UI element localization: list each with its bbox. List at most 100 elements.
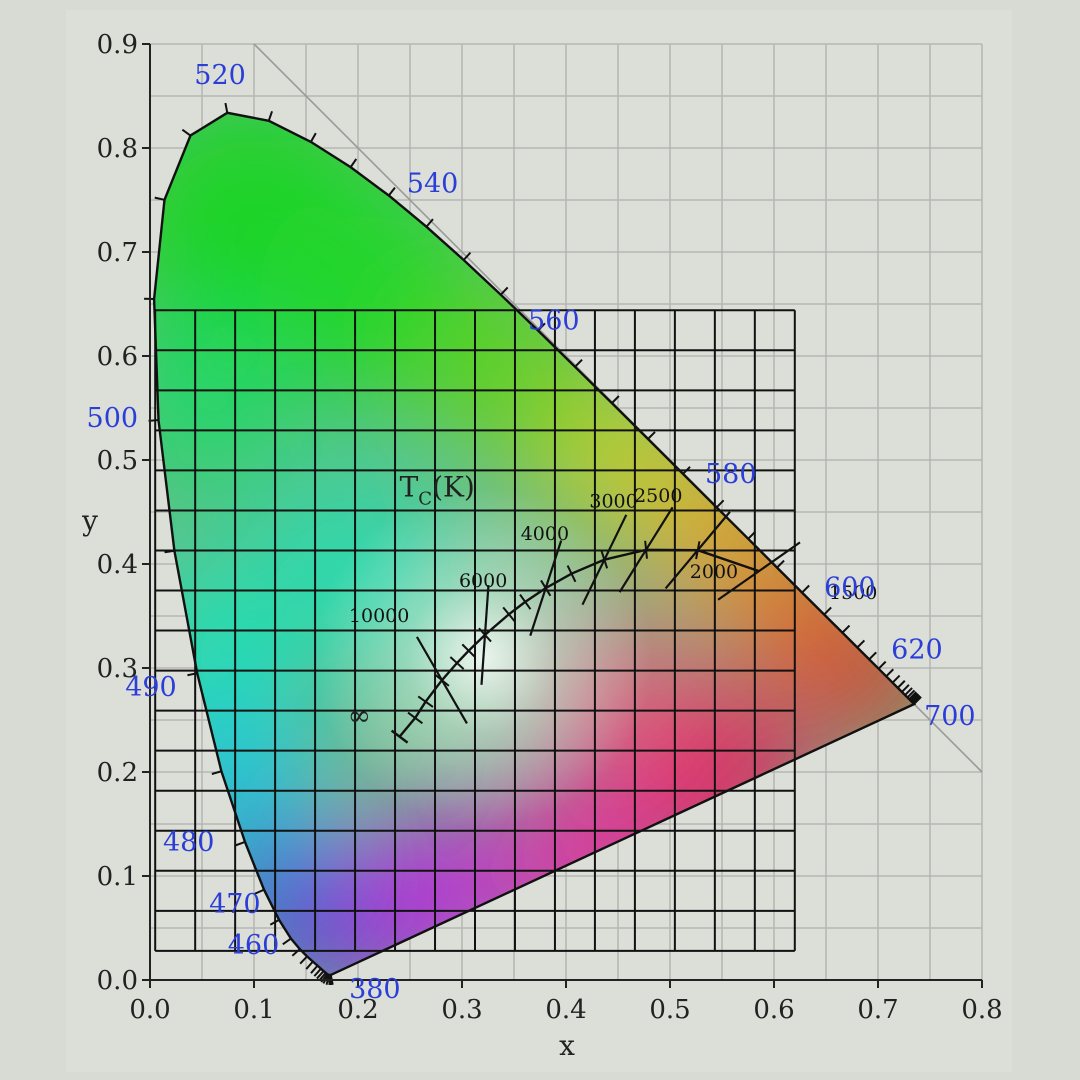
locus-tick	[316, 970, 325, 980]
isotherm-1500	[717, 541, 801, 601]
locus-tick	[574, 358, 583, 368]
locus-tick	[910, 693, 920, 702]
locus-tick	[647, 431, 656, 440]
x-tick-label: 0.2	[337, 995, 378, 1025]
locus-tick	[611, 395, 620, 404]
locus-tick	[823, 606, 832, 616]
y-axis-label: y	[81, 504, 98, 537]
planck-tick	[566, 565, 577, 583]
x-tick-label: 0.8	[961, 995, 1002, 1025]
locus-tick	[801, 584, 810, 594]
locus-tick	[856, 639, 866, 649]
locus-tick	[313, 967, 322, 977]
isotherm-label-10000: 10000	[349, 605, 409, 627]
fill-blob	[350, 816, 511, 976]
locus-tick	[747, 531, 756, 540]
planck-tick	[502, 606, 516, 622]
x-tick-label: 0.4	[545, 995, 586, 1025]
isotherm-2000	[664, 511, 731, 590]
labels: 380 460 470 480 490 500 520 540 560 580 600 620 700 T…	[87, 60, 976, 1005]
locus-tick	[537, 322, 546, 332]
locus-tick	[877, 660, 887, 670]
wavelength-label-520: 520	[194, 60, 246, 91]
wavelength-label-480: 480	[163, 827, 215, 858]
isotherm-label-4000: 4000	[521, 523, 569, 545]
locus-tick	[299, 955, 308, 965]
locus-tick	[901, 684, 910, 693]
locus-tick	[349, 158, 358, 168]
y-tick-label: 0.8	[97, 134, 138, 164]
y-tick-label: 0.1	[97, 862, 138, 892]
isotherm-4000	[529, 540, 563, 637]
tc-annotation: TC(K)	[400, 470, 475, 509]
locus-tick	[235, 841, 246, 847]
wavelength-label-500: 500	[87, 403, 139, 434]
wavelength-label-540: 540	[407, 169, 459, 200]
x-tick-label: 0.1	[233, 995, 274, 1025]
isotherm-label-2500: 2500	[634, 485, 682, 507]
x-tick-label: 0.5	[649, 995, 690, 1025]
planck-tick	[519, 593, 532, 610]
locus-tick	[164, 549, 175, 554]
locus-tick	[776, 559, 785, 569]
locus-tick	[904, 687, 913, 696]
isotherm-10000	[415, 636, 468, 725]
y-tick-label: 0.6	[97, 342, 138, 372]
locus-tick	[269, 919, 280, 926]
locus-tick	[885, 668, 894, 678]
x-tick-label: 0.7	[857, 995, 898, 1025]
wavelength-label-600: 600	[824, 573, 876, 604]
wavelength-ticks	[144, 102, 922, 986]
planck-tick	[461, 643, 476, 658]
wavelength-label-580: 580	[705, 459, 757, 490]
wavelength-label-490: 490	[125, 672, 177, 703]
y-tick-label: 0.7	[97, 238, 138, 268]
locus-tick	[500, 286, 509, 296]
isotherm-3000	[581, 514, 628, 606]
spectral-locus	[152, 111, 917, 977]
wavelength-label-700: 700	[924, 701, 976, 732]
locus-tick	[267, 110, 273, 122]
y-tick-label: 0.9	[97, 30, 138, 60]
locus-tick	[868, 651, 877, 661]
y-tick-label: 0.3	[97, 654, 138, 684]
locus-tick	[897, 680, 906, 689]
locus-tick	[387, 187, 396, 197]
isotherm-2500	[618, 506, 674, 593]
locus-tick	[841, 624, 851, 634]
infinity-annotation: ∞	[348, 699, 371, 732]
x-tick-label: 0.0	[129, 995, 170, 1025]
locus-tick	[715, 499, 725, 509]
planck-tick	[407, 711, 424, 725]
x-axis-label: x	[559, 1029, 575, 1062]
locus-tick	[908, 691, 917, 700]
wavelength-label-620: 620	[891, 634, 943, 665]
locus-tick	[305, 960, 314, 970]
locus-tick	[187, 672, 198, 677]
locus-tick	[911, 694, 920, 703]
x-tick-label: 0.3	[441, 995, 482, 1025]
locus-tick	[909, 692, 919, 702]
x-tick-label: 0.6	[753, 995, 794, 1025]
wavelength-label-560: 560	[528, 306, 580, 337]
locus-tick	[425, 218, 434, 228]
wavelength-label-380: 380	[349, 974, 401, 1005]
locus-tick	[291, 948, 301, 957]
locus-tick	[154, 196, 165, 201]
planck-tick	[417, 695, 434, 708]
wavelength-label-470: 470	[209, 889, 261, 920]
y-tick-label: 0.2	[97, 758, 138, 788]
locus-tick	[211, 770, 222, 775]
wavelength-label-460: 460	[228, 930, 280, 961]
y-tick-label: 0.0	[97, 966, 138, 996]
locus-tick	[310, 132, 317, 143]
y-tick-label: 0.5	[97, 446, 138, 476]
locus-tick	[891, 674, 901, 684]
axes: 0.0 0.1 0.2 0.3 0.4 0.5 0.6 0.7 0.8 0.0 0.1 0.2 0.3 0…	[81, 30, 1003, 1062]
isotherm-6000	[480, 584, 490, 685]
isotherm-label-3000: 3000	[589, 491, 637, 513]
locus-tick	[310, 964, 319, 974]
